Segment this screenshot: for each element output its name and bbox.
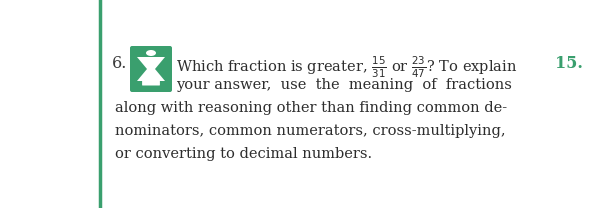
FancyBboxPatch shape	[142, 80, 160, 85]
Text: nominators, common numerators, cross-multiplying,: nominators, common numerators, cross-mul…	[115, 124, 506, 138]
Text: along with reasoning other than finding common de-: along with reasoning other than finding …	[115, 101, 507, 115]
Text: 6.: 6.	[112, 55, 128, 72]
Text: 15.: 15.	[555, 55, 583, 72]
Polygon shape	[137, 57, 165, 69]
Polygon shape	[137, 69, 165, 81]
FancyBboxPatch shape	[130, 46, 172, 92]
Ellipse shape	[146, 50, 156, 56]
Text: your answer,  use  the  meaning  of  fractions: your answer, use the meaning of fraction…	[176, 78, 512, 92]
Text: or converting to decimal numbers.: or converting to decimal numbers.	[115, 147, 372, 161]
Text: Which fraction is greater, $\frac{15}{31}$ or $\frac{23}{47}$? To explain: Which fraction is greater, $\frac{15}{31…	[176, 55, 517, 80]
